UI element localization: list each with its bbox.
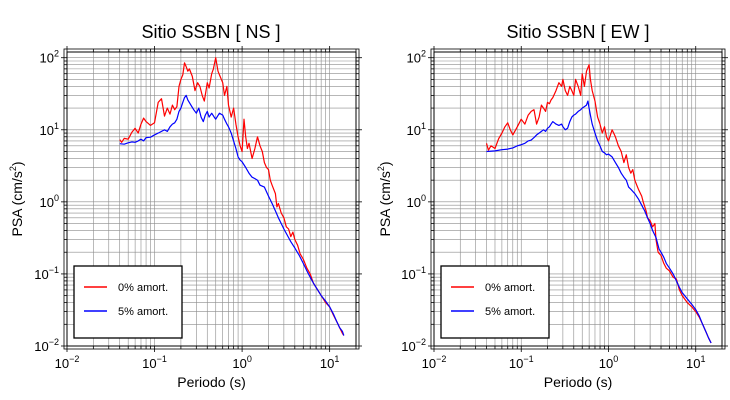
axis-ticks [428, 46, 728, 352]
chart-title: Sitio SSBN [ NS ] [141, 22, 280, 42]
y-tick-label: 10−1 [34, 265, 59, 282]
x-tick-label: 10−1 [142, 354, 167, 371]
y-axis-label: PSA (cm/s2) [376, 161, 393, 236]
y-tick-label: 101 [407, 121, 426, 138]
series-line-1 [486, 100, 712, 344]
y-tick-label: 10−2 [34, 337, 59, 354]
legend-label-1: 5% amort. [485, 306, 535, 318]
y-axis-label: PSA (cm/s2) [8, 161, 25, 236]
y-tick-label: 100 [40, 193, 59, 210]
y-tick-label: 10−2 [401, 337, 426, 354]
y-tick-label: 102 [407, 49, 426, 66]
x-tick-label: 101 [320, 354, 339, 371]
legend: 0% amort. 5% amort. [440, 265, 550, 339]
x-tick-label: 10−1 [509, 354, 534, 371]
series-line-0 [485, 64, 712, 344]
y-tick-label: 102 [40, 49, 59, 66]
x-tick-label: 100 [232, 354, 251, 371]
legend-label-0: 0% amort. [118, 282, 168, 294]
x-axis-label: Periodo (s) [177, 374, 245, 390]
series-line-1 [119, 94, 345, 336]
y-tick-label: 101 [40, 121, 59, 138]
chart-panel-0: 10−2 10−1 100 101 10−2 10−1 100 101 102 Sitio SSB… [8, 22, 362, 390]
legend-box [73, 265, 183, 339]
x-axis-label: Periodo (s) [544, 374, 612, 390]
x-tick-label: 10−2 [55, 354, 80, 371]
x-tick-label: 101 [686, 354, 705, 371]
legend: 0% amort. 5% amort. [73, 265, 183, 339]
plot-frame [66, 51, 357, 347]
axis-ticks [61, 46, 362, 352]
y-tick-label: 100 [407, 193, 426, 210]
series-line-0 [119, 57, 345, 336]
legend-box [440, 265, 550, 339]
plot-frame [433, 51, 723, 347]
y-tick-label: 10−1 [401, 265, 426, 282]
legend-label-1: 5% amort. [118, 306, 168, 318]
x-tick-label: 100 [599, 354, 618, 371]
legend-label-0: 0% amort. [485, 282, 535, 294]
plot-frame-outer [430, 48, 726, 350]
plot-frame-outer [63, 48, 360, 350]
chart-panel-1: 10−2 10−1 100 101 10−2 10−1 100 101 102 Sitio SSB… [376, 22, 728, 390]
x-tick-label: 10−2 [422, 354, 447, 371]
chart-title: Sitio SSBN [ EW ] [506, 22, 649, 42]
